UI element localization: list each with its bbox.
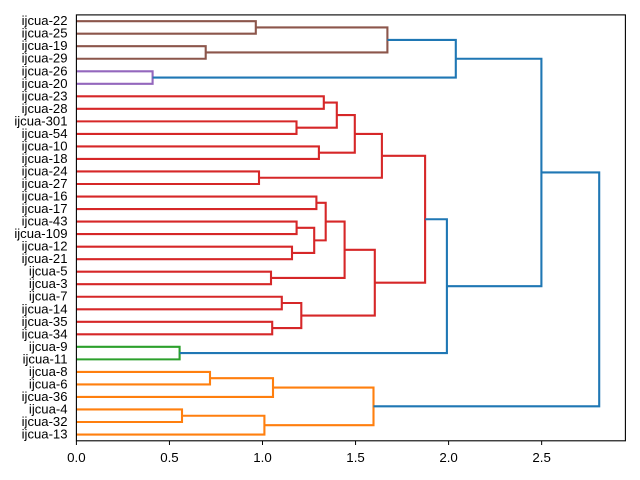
svg-text:ijcua-10: ijcua-10	[22, 138, 68, 153]
svg-text:2.0: 2.0	[439, 450, 458, 465]
svg-text:ijcua-9: ijcua-9	[29, 339, 68, 354]
svg-text:ijcua-43: ijcua-43	[22, 214, 68, 229]
svg-text:ijcua-21: ijcua-21	[22, 251, 68, 266]
svg-text:ijcua-25: ijcua-25	[22, 26, 68, 41]
svg-text:ijcua-54: ijcua-54	[22, 126, 68, 141]
svg-text:ijcua-19: ijcua-19	[22, 38, 68, 53]
svg-text:ijcua-5: ijcua-5	[29, 264, 68, 279]
svg-text:ijcua-29: ijcua-29	[22, 51, 68, 66]
svg-text:ijcua-8: ijcua-8	[29, 364, 68, 379]
svg-text:ijcua-109: ijcua-109	[14, 226, 67, 241]
svg-text:ijcua-301: ijcua-301	[14, 113, 67, 128]
svg-text:ijcua-6: ijcua-6	[29, 376, 68, 391]
svg-text:ijcua-11: ijcua-11	[23, 351, 68, 366]
svg-text:ijcua-18: ijcua-18	[22, 151, 68, 166]
svg-text:ijcua-3: ijcua-3	[29, 276, 68, 291]
svg-text:ijcua-27: ijcua-27	[22, 176, 68, 191]
svg-text:0.5: 0.5	[160, 450, 179, 465]
svg-text:ijcua-14: ijcua-14	[22, 301, 68, 316]
svg-text:ijcua-36: ijcua-36	[22, 389, 68, 404]
svg-text:ijcua-16: ijcua-16	[22, 189, 68, 204]
svg-text:ijcua-34: ijcua-34	[22, 326, 68, 341]
svg-text:ijcua-26: ijcua-26	[22, 63, 68, 78]
svg-text:ijcua-7: ijcua-7	[29, 289, 68, 304]
svg-text:ijcua-4: ijcua-4	[29, 401, 68, 416]
svg-text:1.0: 1.0	[253, 450, 272, 465]
svg-text:1.5: 1.5	[346, 450, 365, 465]
svg-text:ijcua-12: ijcua-12	[22, 239, 68, 254]
svg-text:ijcua-32: ijcua-32	[22, 414, 68, 429]
svg-text:0.0: 0.0	[67, 450, 86, 465]
svg-text:ijcua-13: ijcua-13	[22, 427, 68, 442]
svg-text:ijcua-20: ijcua-20	[22, 76, 68, 91]
svg-text:ijcua-22: ijcua-22	[22, 13, 68, 28]
svg-text:ijcua-35: ijcua-35	[22, 314, 68, 329]
svg-text:ijcua-23: ijcua-23	[22, 88, 68, 103]
svg-text:2.5: 2.5	[532, 450, 551, 465]
svg-text:ijcua-28: ijcua-28	[22, 101, 68, 116]
svg-text:ijcua-24: ijcua-24	[22, 163, 68, 178]
svg-text:ijcua-17: ijcua-17	[22, 201, 68, 216]
